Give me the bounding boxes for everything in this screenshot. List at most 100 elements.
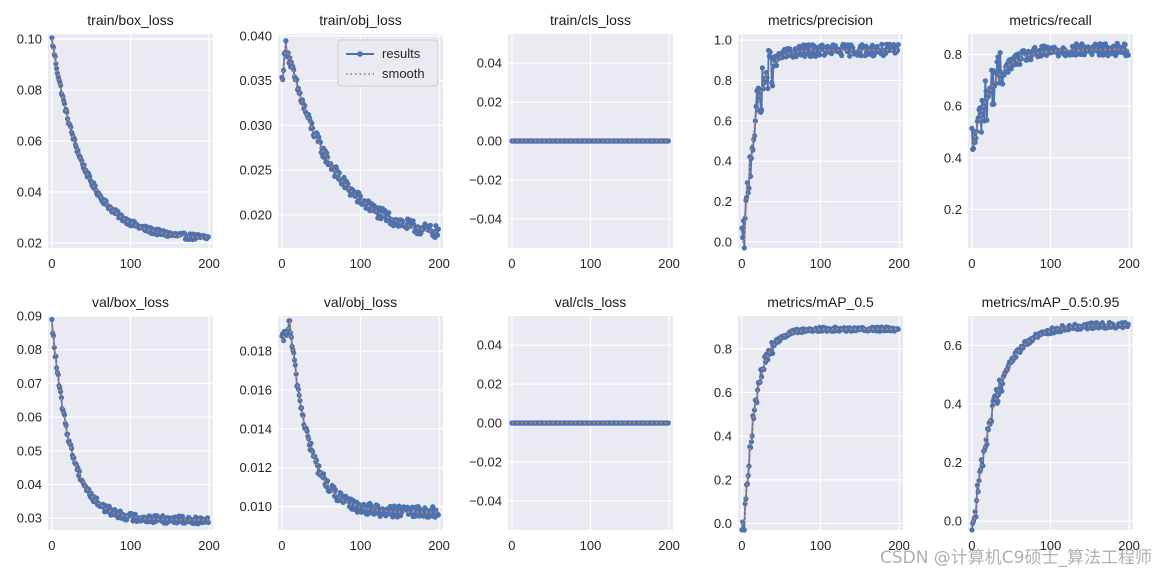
results-markers <box>509 420 671 426</box>
x-tick-label: 200 <box>428 256 450 271</box>
plot-title: metrics/mAP_0.5:0.95 <box>982 294 1120 310</box>
y-tick-label: 0.040 <box>239 28 272 43</box>
results-point <box>172 514 178 520</box>
y-tick-label: 0.018 <box>239 344 272 359</box>
y-tick-label: 0.012 <box>239 460 272 475</box>
results-point <box>743 496 749 502</box>
y-tick-label: −0.04 <box>469 211 502 226</box>
results-point <box>1008 66 1014 72</box>
results-point <box>76 472 82 479</box>
x-tick-label: 0 <box>48 256 55 271</box>
x-tick-label: 200 <box>198 538 220 553</box>
subplot-metrics_map_05: 0 100 200 0.0 0.2 0.4 0.6 0.8 metrics/mAP_0.5 <box>714 294 910 553</box>
results-point <box>997 50 1003 56</box>
results-point <box>742 501 748 507</box>
y-tick-label: 0.2 <box>714 472 732 487</box>
y-tick-label: 0.8 <box>944 47 962 62</box>
subplot-train_obj_loss: 0 100 200 0.020 0.025 0.030 0.035 0.040 train/ob… <box>239 12 449 271</box>
results-point <box>297 398 303 404</box>
results-point <box>1000 81 1006 87</box>
results-point <box>287 318 293 324</box>
results-point <box>751 407 758 413</box>
plot-title: train/obj_loss <box>319 12 402 28</box>
results-point <box>999 388 1005 394</box>
y-tick-label: 0.0 <box>944 514 962 529</box>
results-point <box>49 35 55 41</box>
results-point <box>1099 320 1105 326</box>
results-point <box>324 478 331 484</box>
y-tick-label: 0.02 <box>17 235 42 250</box>
results-point <box>324 154 331 160</box>
results-point <box>751 415 757 422</box>
y-tick-label: 0.04 <box>17 184 42 199</box>
smooth-line <box>741 49 899 243</box>
y-tick-label: 0.6 <box>714 113 732 128</box>
results-point <box>302 103 308 109</box>
results-point <box>434 232 441 238</box>
x-tick-label: 200 <box>1118 256 1140 271</box>
y-tick-label: 0.035 <box>239 73 272 88</box>
results-point <box>357 193 364 199</box>
y-tick-label: 0.6 <box>714 385 732 400</box>
y-tick-label: −0.02 <box>469 454 502 469</box>
results-point <box>321 471 327 477</box>
results-point <box>283 38 289 44</box>
watermark-text: CSDN @计算机C9硕士_算法工程师 <box>879 548 1152 568</box>
plot-title: metrics/precision <box>768 12 873 28</box>
results-point <box>1013 354 1019 360</box>
x-tick-label: 100 <box>350 538 372 553</box>
results-point <box>665 138 671 144</box>
results-point <box>858 53 865 59</box>
results-point <box>770 83 776 89</box>
y-tick-label: 0.014 <box>239 421 272 436</box>
results-point <box>52 53 58 59</box>
results-point <box>739 225 745 231</box>
results-point <box>386 210 392 216</box>
x-tick-label: 0 <box>968 256 975 271</box>
legend-results-label: results <box>382 46 421 61</box>
results-point <box>132 511 138 517</box>
x-tick-label: 200 <box>658 256 680 271</box>
y-tick-label: 1.0 <box>714 33 732 48</box>
results-point <box>894 47 901 53</box>
x-tick-label: 0 <box>48 538 55 553</box>
results-point <box>770 350 776 356</box>
subplot-metrics_recall: 0 100 200 0.2 0.4 0.6 0.8 metrics/recall <box>944 12 1140 271</box>
results-point <box>755 387 761 393</box>
x-tick-label: 200 <box>658 538 680 553</box>
results-point <box>982 78 988 84</box>
y-tick-label: 0.06 <box>17 134 42 149</box>
results-point <box>280 338 287 344</box>
x-tick-label: 0 <box>278 538 285 553</box>
results-point <box>285 50 291 56</box>
smooth-line <box>281 320 439 514</box>
results-point <box>365 511 371 517</box>
results-point <box>984 117 990 123</box>
results-point <box>972 509 978 515</box>
subplot-val_obj_loss: 0 100 200 0.010 0.012 0.014 0.016 0.018 val/obj_… <box>239 294 449 553</box>
results-point <box>300 412 306 419</box>
results-point <box>427 222 433 228</box>
results-point <box>741 527 747 533</box>
y-tick-label: 0.4 <box>944 150 962 165</box>
results-point <box>822 50 828 56</box>
results-point <box>759 107 765 113</box>
results-point <box>1122 42 1128 48</box>
y-tick-label: 0.09 <box>17 309 42 324</box>
results-point <box>765 357 771 363</box>
results-point <box>847 53 853 59</box>
results-point <box>817 52 823 58</box>
subplot-train_box_loss: 0 100 200 0.02 0.04 0.06 0.08 0.10 train/box_los… <box>17 12 220 271</box>
y-tick-label: 0.0 <box>714 234 732 249</box>
y-tick-label: 0.02 <box>477 95 502 110</box>
results-point <box>839 52 845 59</box>
x-tick-label: 100 <box>810 256 832 271</box>
results-point <box>761 366 767 373</box>
results-point <box>765 85 771 92</box>
results-point <box>996 392 1002 398</box>
subplot-val_cls_loss: 0 100 200 −0.04 −0.02 0.00 0.02 0.04 val/cls_los… <box>469 294 680 553</box>
results-point <box>994 59 1000 65</box>
y-tick-label: 0.04 <box>477 56 502 71</box>
results-point <box>976 478 982 484</box>
